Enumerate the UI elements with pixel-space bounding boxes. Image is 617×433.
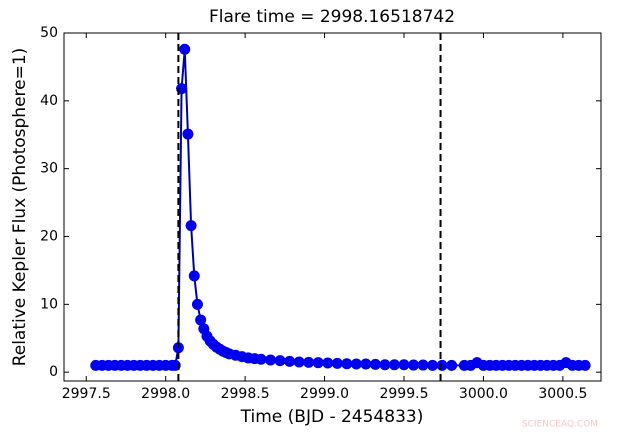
data-point [179, 43, 191, 55]
data-point [579, 359, 591, 371]
data-point [331, 357, 343, 369]
y-tick-label: 30 [40, 161, 58, 177]
data-point [195, 314, 207, 326]
y-tick-label: 40 [40, 93, 58, 109]
data-point [436, 359, 448, 371]
x-axis-label: Time (BJD - 2454833) [240, 407, 424, 427]
data-point [255, 353, 267, 365]
data-point [265, 354, 277, 366]
plot-frame [63, 32, 602, 382]
data-point [341, 358, 353, 370]
y-tick-label: 10 [40, 296, 58, 312]
data-point [379, 359, 391, 371]
data-point [417, 359, 429, 371]
x-tick-label: 3000.5 [538, 386, 587, 402]
x-tick-label: 2999.0 [300, 386, 349, 402]
watermark: SCIENCEAQ.COM [522, 420, 598, 430]
data-point [398, 359, 410, 371]
data-point [274, 355, 286, 367]
data-point [191, 298, 203, 310]
data-point [182, 128, 194, 140]
data-point [303, 356, 315, 368]
y-axis-label: Relative Kepler Flux (Photosphere=1) [10, 48, 30, 367]
data-point [284, 355, 296, 367]
data-point [427, 359, 439, 371]
data-point [293, 356, 305, 368]
data-point [446, 359, 458, 371]
x-tick-label: 2998.0 [141, 386, 190, 402]
data-point [322, 357, 334, 369]
x-tick-label: 2998.5 [221, 386, 270, 402]
data-point [350, 358, 362, 370]
x-tick-label: 2999.5 [379, 386, 428, 402]
data-point [388, 359, 400, 371]
y-tick-label: 50 [40, 25, 58, 41]
data-point [312, 357, 324, 369]
x-tick-label: 3000.0 [459, 386, 508, 402]
y-tick-label: 20 [40, 229, 58, 245]
data-point [360, 358, 372, 370]
data-point [369, 358, 381, 370]
data-point [188, 270, 200, 282]
chart-title: Flare time = 2998.16518742 [209, 7, 455, 27]
data-point [408, 359, 420, 371]
x-tick-label: 2997.5 [62, 386, 111, 402]
series-line [95, 49, 586, 367]
y-tick-label: 0 [49, 364, 58, 380]
data-point [185, 220, 197, 232]
